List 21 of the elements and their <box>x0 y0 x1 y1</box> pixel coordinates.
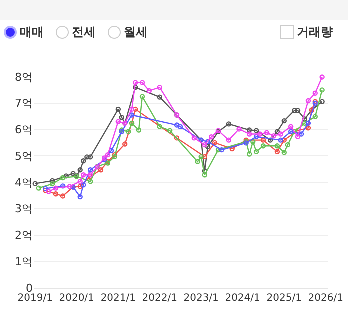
text: 전세 <box>72 24 96 40</box>
x-tick-label: 2026/1 <box>308 293 344 304</box>
y-tick-label: 4억 <box>15 176 33 190</box>
x-tick-label: 2020/1 <box>59 293 94 304</box>
y-tick-label: 3억 <box>15 202 33 216</box>
x-tick-label: 2019/1 <box>18 293 53 304</box>
x-tick-label: 2025/1 <box>266 293 302 304</box>
text: 월세 <box>124 24 148 40</box>
y-tick-label: 5억 <box>15 150 33 163</box>
y-tick-label: 6억 <box>15 124 33 137</box>
x-tick-label: 2023/1 <box>184 293 219 304</box>
y-tick-label: 1억 <box>15 255 33 268</box>
y-tick-label: 7억 <box>15 97 33 110</box>
text: 매매 <box>20 24 44 40</box>
x-tick-label: 2024/1 <box>225 293 260 304</box>
y-tick-label: 2억 <box>15 229 33 242</box>
text: 거래량 <box>297 24 333 40</box>
y-tick-label: 0 <box>26 282 33 295</box>
x-tick-label: 2022/1 <box>142 293 178 304</box>
y-tick-label: 8억 <box>15 70 33 84</box>
x-tick-label: 2021/1 <box>100 293 136 304</box>
